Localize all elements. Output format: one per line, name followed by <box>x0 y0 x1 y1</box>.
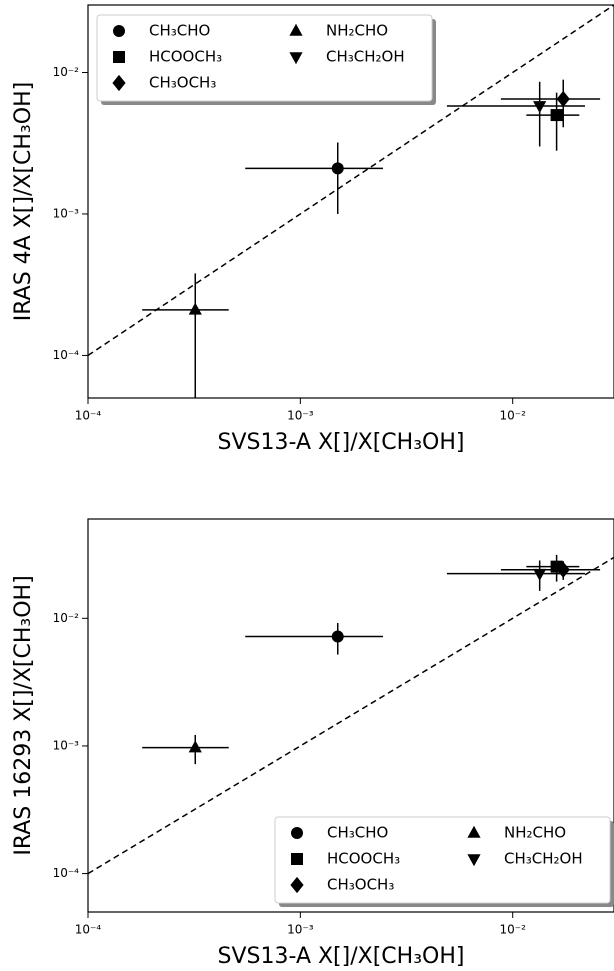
identity-line <box>88 556 614 875</box>
legend-label: CH₃CH₂OH <box>326 48 405 66</box>
y-tick-label: 10⁻³ <box>53 206 80 220</box>
legend-label: HCOOCH₃ <box>327 850 400 868</box>
marker <box>188 302 202 315</box>
y-tick-label: 10⁻⁴ <box>53 866 80 880</box>
y-tick-label: 10⁻² <box>53 65 80 79</box>
legend-box <box>274 816 611 904</box>
marker <box>556 90 570 108</box>
marker <box>289 23 303 36</box>
marker <box>113 51 125 63</box>
identity-line <box>88 5 614 357</box>
marker <box>467 854 481 867</box>
marker <box>533 101 547 114</box>
x-tick-label: 10⁻² <box>499 409 526 423</box>
x-tick-label: 10⁻³ <box>287 409 314 423</box>
marker <box>533 568 547 581</box>
x-axis-label: SVS13-A X[]/X[CH₃OH] <box>218 430 465 455</box>
x-axis-label: SVS13-A X[]/X[CH₃OH] <box>218 944 465 969</box>
legend-label: CH₃CHO <box>149 22 210 40</box>
marker <box>112 74 126 92</box>
marker <box>291 827 303 839</box>
marker <box>331 630 344 643</box>
marker <box>113 25 125 37</box>
legend-label: CH₃CH₂OH <box>504 850 583 868</box>
legend-label: CH₃OCH₃ <box>327 876 394 894</box>
subplot: 10⁻⁴ 10⁻³ 10⁻² 10⁻⁴ 10⁻³ 10⁻² SVS13-A X[]/X[CH… <box>11 518 614 969</box>
marker <box>331 162 344 175</box>
marker <box>290 876 304 894</box>
plot-area <box>88 5 614 398</box>
y-axis-label: IRAS 4A X[]/X[CH₃OH] <box>11 82 36 321</box>
x-tick-label: 10⁻⁴ <box>75 409 102 423</box>
y-tick-label: 10⁻² <box>53 611 80 625</box>
legend-label: NH₂CHO <box>504 824 566 842</box>
marker <box>550 109 563 122</box>
legend-label: CH₃OCH₃ <box>149 74 216 92</box>
marker <box>467 825 481 838</box>
legend-label: CH₃CHO <box>327 824 388 842</box>
marker <box>291 853 303 865</box>
y-tick-label: 10⁻⁴ <box>53 348 80 362</box>
x-tick-label: 10⁻² <box>499 923 526 937</box>
subplot: 10⁻⁴ 10⁻³ 10⁻² 10⁻⁴ 10⁻³ 10⁻² SVS13-A X[]/X[CH… <box>11 4 614 455</box>
plot-area <box>88 554 614 875</box>
plot-frame <box>87 4 614 399</box>
y-axis-label: IRAS 16293 X[]/X[CH₃OH] <box>11 575 36 855</box>
legend: CH₃CHO HCOOCH₃ CH₃OCH₃ NH₂CHO CH₃CH₂OH <box>96 14 436 105</box>
legend: CH₃CHO HCOOCH₃ CH₃OCH₃ NH₂CHO CH₃CH₂OH <box>274 816 614 907</box>
marker <box>188 740 202 753</box>
marker <box>289 52 303 65</box>
legend-box <box>96 14 433 102</box>
x-tick-label: 10⁻³ <box>287 923 314 937</box>
plot-frame <box>87 518 614 913</box>
y-tick-label: 10⁻³ <box>53 738 80 752</box>
x-tick-label: 10⁻⁴ <box>75 923 102 937</box>
legend-label: HCOOCH₃ <box>149 48 222 66</box>
legend-label: NH₂CHO <box>326 22 388 40</box>
